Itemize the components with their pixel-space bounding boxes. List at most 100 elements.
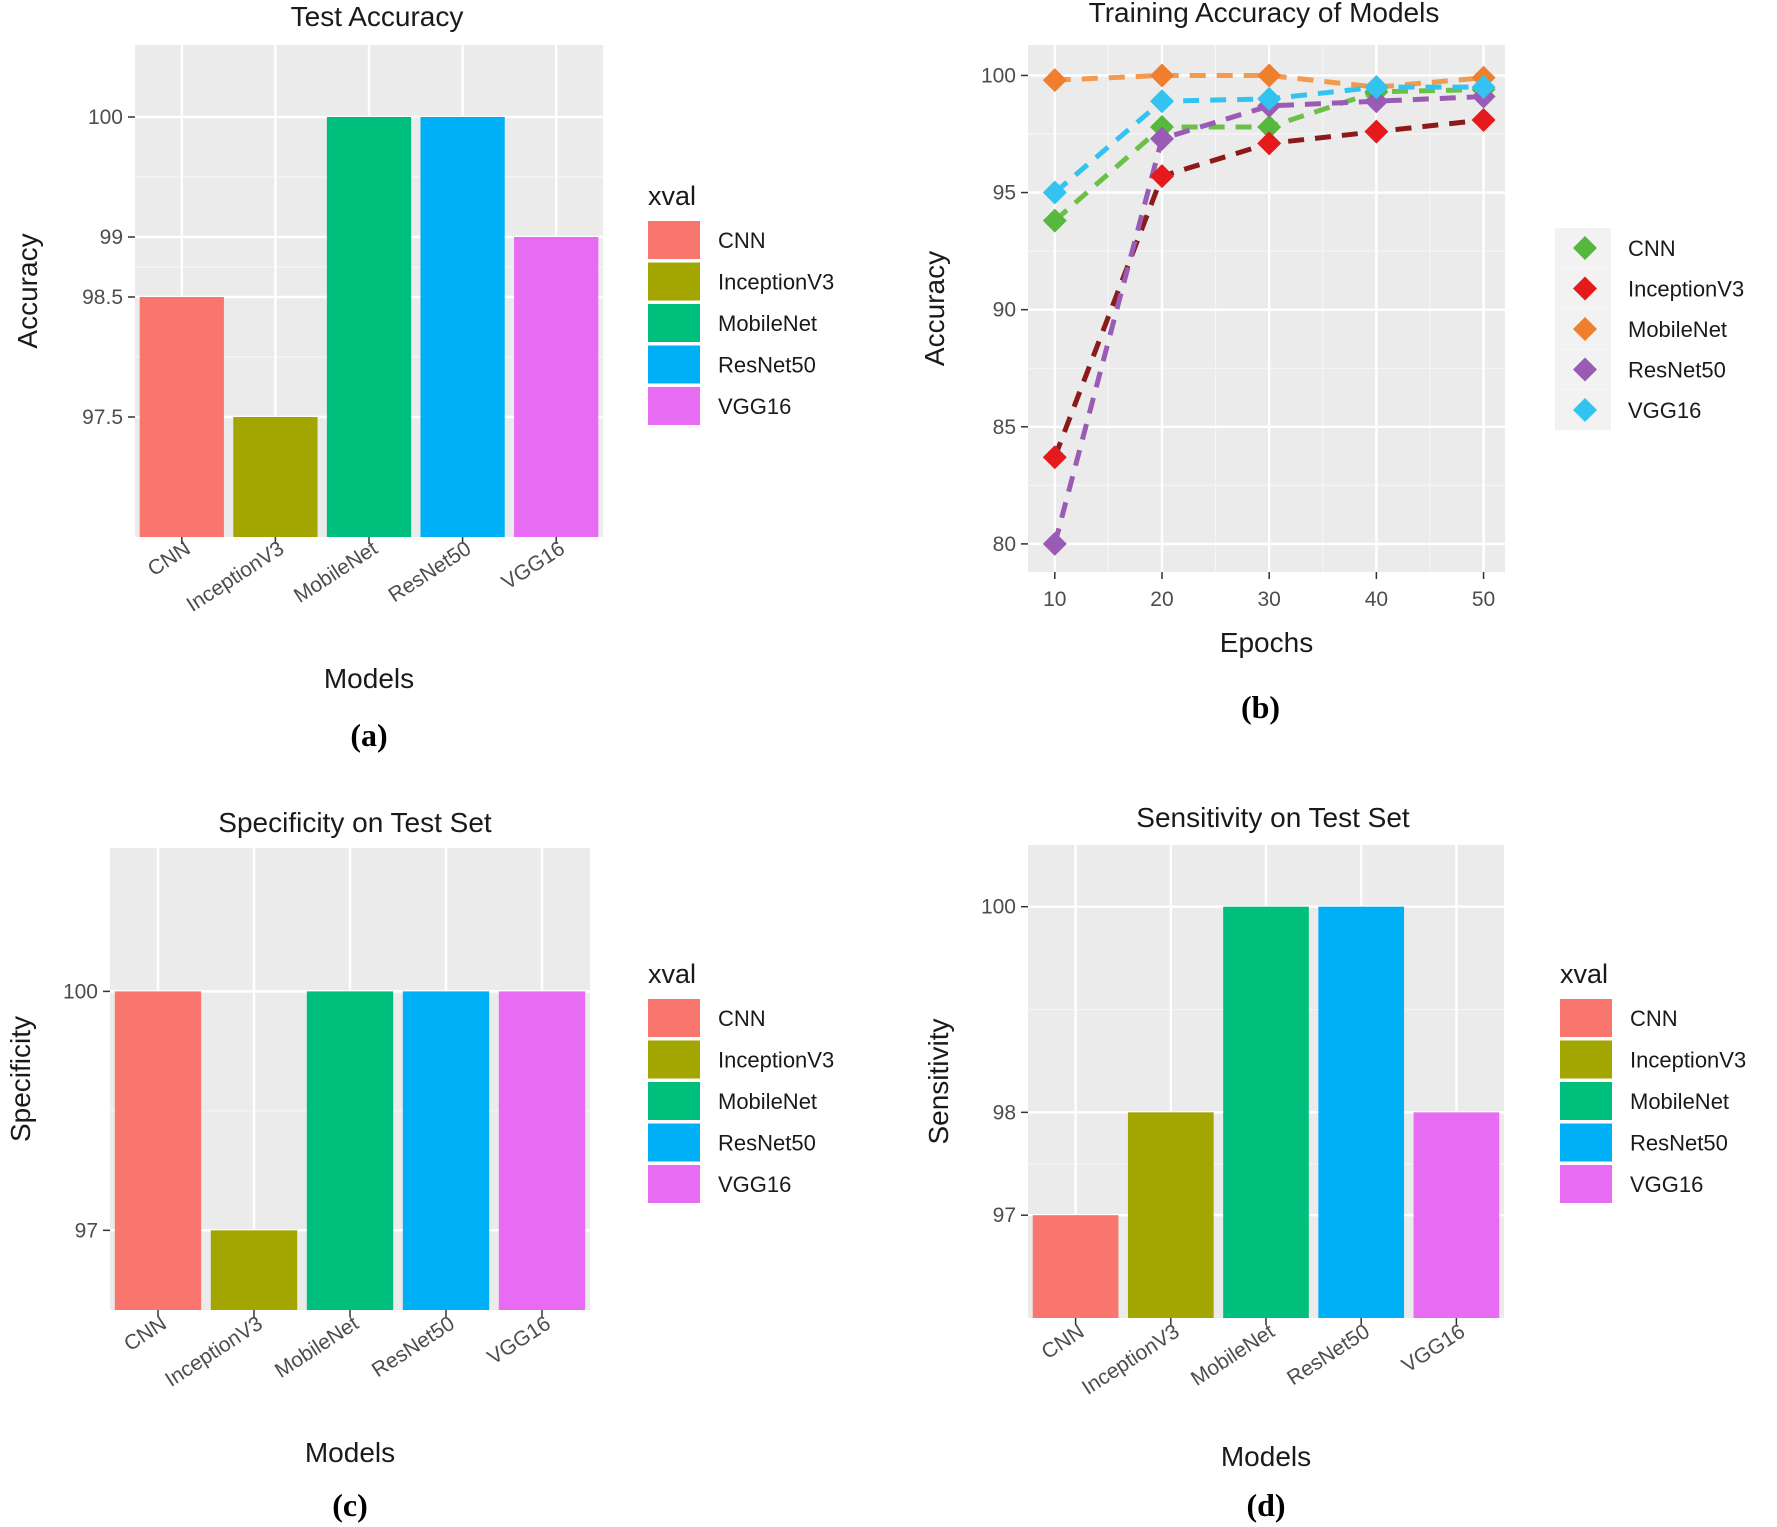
legend-key-vgg16 [648, 387, 700, 425]
point-mobilenet [1149, 63, 1174, 88]
legend-key-resnet50 [1560, 1123, 1612, 1162]
legend-label-mobilenet: MobileNet [1628, 317, 1727, 342]
point-mobilenet [1042, 68, 1067, 93]
panel-label: (a) [350, 717, 387, 753]
legend-key-inceptionv3 [648, 262, 700, 301]
x-tick-label-cnn: CNN [1038, 1320, 1089, 1364]
legend-label-vgg16: VGG16 [1628, 398, 1701, 423]
y-tick-label: 90 [993, 299, 1016, 322]
y-tick-label: 80 [993, 533, 1016, 556]
x-tick-label-mobilenet: MobileNet [290, 537, 382, 608]
point-resnet50 [1042, 531, 1067, 556]
point-resnet50 [1364, 89, 1389, 114]
point-vgg16 [1471, 75, 1496, 100]
legend-label-resnet50: ResNet50 [1628, 358, 1726, 383]
x-axis-label: Epochs [1220, 627, 1313, 658]
x-axis-label: Models [1221, 1441, 1311, 1472]
chart-b: 80 85 90 95 100 10 20 30 40 50 Training Accuracy o… [919, 0, 1744, 725]
x-tick-label-inceptionv3: InceptionV3 [183, 537, 289, 617]
legend-title: xval [1560, 959, 1608, 989]
legend-key-resnet50 [648, 345, 700, 384]
legend-title: xval [648, 181, 696, 211]
point-vgg16 [1257, 86, 1282, 111]
legend-title: xval [648, 959, 696, 989]
legend-key-cnn [648, 999, 700, 1037]
legend-label-vgg16: VGG16 [718, 394, 791, 419]
legend-key-cnn [1573, 236, 1597, 260]
legend-label-resnet50: ResNet50 [1630, 1131, 1728, 1156]
legend-label-mobilenet: MobileNet [718, 311, 817, 336]
x-tick-label-resnet50: ResNet50 [384, 537, 475, 607]
legend-key-mobilenet [1573, 317, 1597, 341]
legend-label-resnet50: ResNet50 [718, 353, 816, 378]
x-axis-label: Models [305, 1437, 395, 1468]
y-axis-label: Sensitivity [923, 1018, 954, 1144]
legend-key-mobilenet [1560, 1082, 1612, 1120]
point-inceptionv3 [1042, 445, 1067, 470]
legend-key-mobilenet [648, 304, 700, 342]
y-tick-label: 98.5 [82, 286, 123, 309]
point-mobilenet [1257, 63, 1282, 88]
x-tick-label: 10 [1043, 588, 1066, 611]
bar-cnn [1032, 1215, 1119, 1318]
y-tick-label: 97 [993, 1204, 1016, 1227]
series-line-resnet50 [1052, 94, 1484, 545]
y-tick-label: 100 [981, 896, 1016, 919]
y-tick-label: 100 [981, 64, 1016, 87]
point-inceptionv3 [1149, 164, 1174, 189]
y-tick-label: 100 [63, 980, 98, 1003]
point-vgg16 [1149, 89, 1174, 114]
y-tick-label: 99 [100, 226, 123, 249]
point-cnn [1042, 208, 1067, 233]
legend-key-cnn [1560, 999, 1612, 1037]
chart-title: Specificity on Test Set [218, 807, 492, 838]
y-tick-label: 97.5 [82, 406, 123, 429]
x-tick-label-cnn: CNN [120, 1312, 171, 1356]
bar-cnn [114, 991, 202, 1310]
bar-vgg16 [514, 237, 599, 537]
bar-mobilenet [306, 991, 394, 1310]
legend-key-resnet50 [1573, 357, 1597, 382]
legend-key-mobilenet [648, 1082, 700, 1120]
legend-key-vgg16 [1573, 398, 1597, 422]
bar-cnn [139, 297, 224, 537]
bar-vgg16 [498, 991, 586, 1310]
x-tick-label: 40 [1365, 588, 1388, 611]
point-inceptionv3 [1364, 119, 1389, 144]
point-resnet50 [1149, 126, 1174, 151]
point-inceptionv3 [1471, 107, 1496, 132]
legend-label-cnn: CNN [1628, 236, 1676, 261]
bar-inceptionv3 [233, 417, 318, 537]
x-tick-label: 50 [1472, 588, 1495, 611]
bar-vgg16 [1413, 1112, 1500, 1318]
y-axis-label: Accuracy [919, 251, 950, 366]
point-vgg16 [1364, 75, 1389, 100]
bar-inceptionv3 [1127, 1112, 1214, 1318]
bar-mobilenet [1223, 906, 1309, 1318]
legend-key-resnet50 [648, 1123, 700, 1162]
bar-mobilenet [326, 117, 412, 537]
legend-key-inceptionv3 [1560, 1040, 1612, 1079]
chart-title: Test Accuracy [291, 1, 464, 32]
legend-label-cnn: CNN [718, 1006, 766, 1031]
y-axis-label: Accuracy [12, 233, 43, 348]
point-vgg16 [1042, 180, 1067, 205]
x-tick-label-vgg16: VGG16 [498, 537, 569, 594]
legend-label-cnn: CNN [1630, 1006, 1678, 1031]
x-tick-label-cnn: CNN [144, 537, 195, 581]
y-tick-label: 85 [993, 416, 1016, 439]
y-tick-label: 95 [993, 182, 1016, 205]
legend-label-mobilenet: MobileNet [718, 1089, 817, 1114]
legend-label-inceptionv3: InceptionV3 [1628, 277, 1744, 302]
panel-label: (b) [1241, 689, 1280, 725]
x-tick-label-inceptionv3: InceptionV3 [161, 1312, 267, 1392]
legend-key-inceptionv3 [1573, 276, 1597, 301]
bar-resnet50 [402, 991, 490, 1310]
x-tick-label-inceptionv3: InceptionV3 [1078, 1320, 1184, 1400]
legend-label-inceptionv3: InceptionV3 [718, 1048, 834, 1073]
legend-key-inceptionv3 [648, 1040, 700, 1079]
y-tick-label: 98 [993, 1101, 1016, 1124]
